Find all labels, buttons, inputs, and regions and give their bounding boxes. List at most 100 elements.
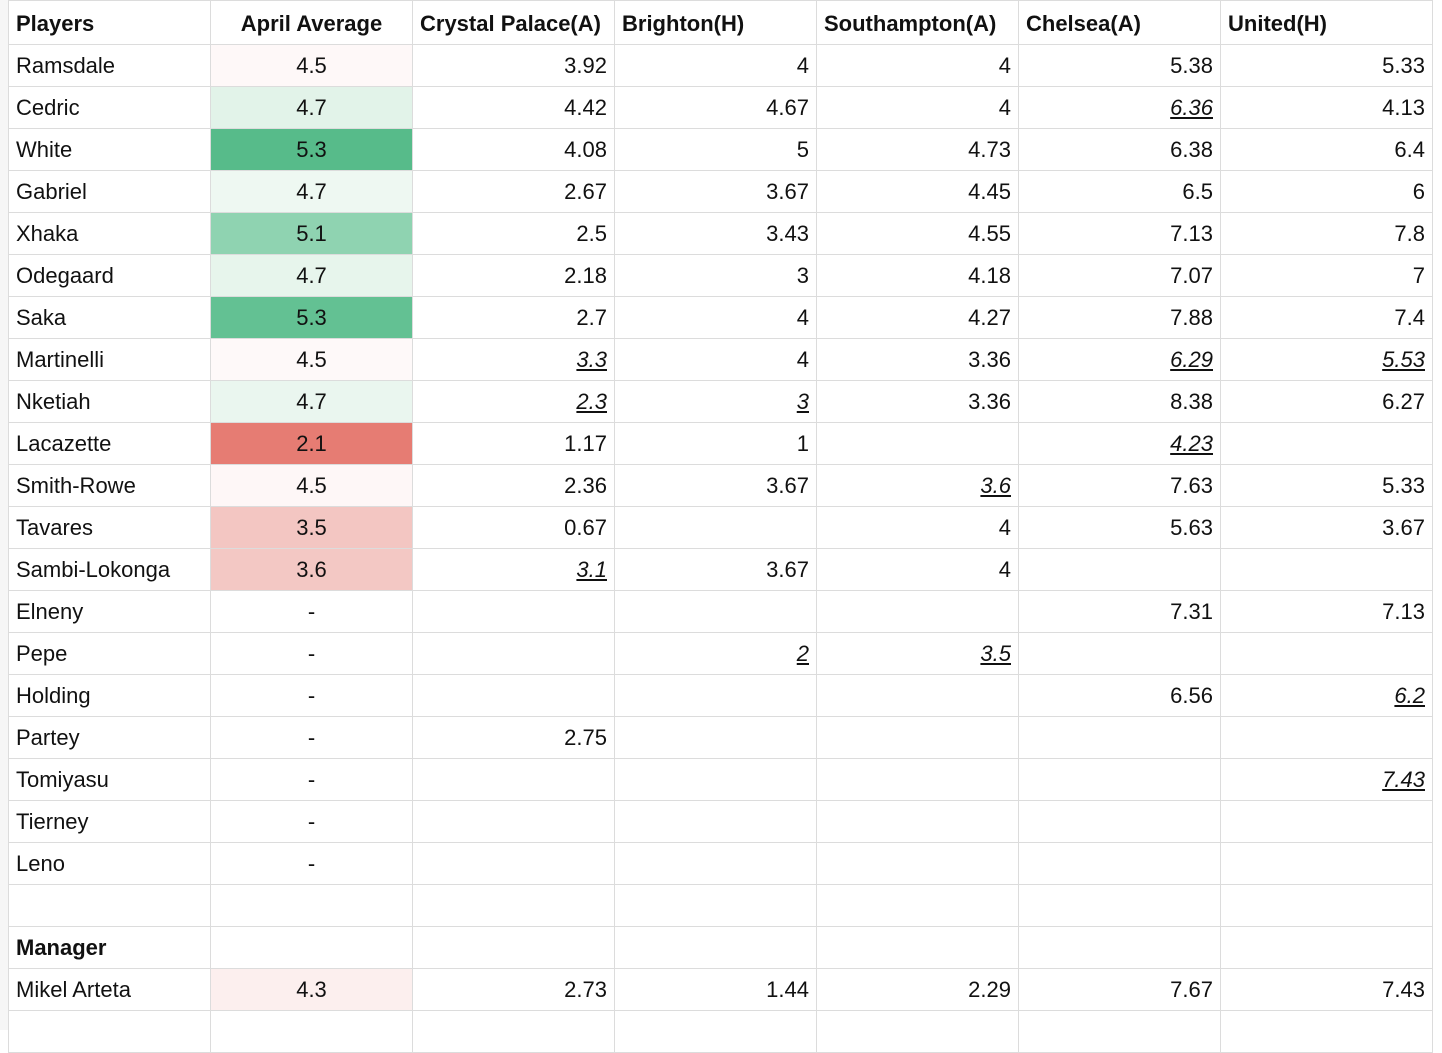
score-cell[interactable]: 4	[614, 296, 817, 339]
average-cell[interactable]: -	[210, 842, 413, 885]
empty-cell[interactable]	[8, 1010, 211, 1053]
score-cell[interactable]: 4.45	[816, 170, 1019, 213]
score-cell[interactable]: 2	[614, 632, 817, 675]
score-cell[interactable]: 7.67	[1018, 968, 1221, 1011]
empty-cell[interactable]	[412, 884, 615, 927]
empty-cell[interactable]	[412, 926, 615, 969]
score-cell[interactable]: 2.67	[412, 170, 615, 213]
header-crystal-palace[interactable]: Crystal Palace(A)	[412, 0, 615, 45]
player-name-cell[interactable]: Leno	[8, 842, 211, 885]
empty-cell[interactable]	[816, 1010, 1019, 1053]
header-april-average[interactable]: April Average	[210, 0, 413, 45]
empty-cell[interactable]	[1018, 1010, 1221, 1053]
score-cell[interactable]: 7.63	[1018, 464, 1221, 507]
score-cell[interactable]: 1.44	[614, 968, 817, 1011]
score-cell[interactable]	[1018, 632, 1221, 675]
score-cell[interactable]	[816, 716, 1019, 759]
score-cell[interactable]: 4	[816, 506, 1019, 549]
empty-cell[interactable]	[614, 884, 817, 927]
score-cell[interactable]: 6	[1220, 170, 1433, 213]
score-cell[interactable]	[816, 842, 1019, 885]
score-cell[interactable]: 3	[614, 380, 817, 423]
player-name-cell[interactable]: Tavares	[8, 506, 211, 549]
score-cell[interactable]: 6.29	[1018, 338, 1221, 381]
empty-cell[interactable]	[210, 926, 413, 969]
score-cell[interactable]: 2.73	[412, 968, 615, 1011]
header-players[interactable]: Players	[8, 0, 211, 45]
average-cell[interactable]: 5.1	[210, 212, 413, 255]
average-cell[interactable]: -	[210, 632, 413, 675]
score-cell[interactable]: 4.13	[1220, 86, 1433, 129]
score-cell[interactable]: 7.43	[1220, 758, 1433, 801]
player-name-cell[interactable]: Mikel Arteta	[8, 968, 211, 1011]
player-name-cell[interactable]: Smith-Rowe	[8, 464, 211, 507]
score-cell[interactable]	[1018, 716, 1221, 759]
score-cell[interactable]	[816, 674, 1019, 717]
average-cell[interactable]: 4.5	[210, 464, 413, 507]
player-name-cell[interactable]: Saka	[8, 296, 211, 339]
score-cell[interactable]: 4	[614, 338, 817, 381]
average-cell[interactable]: -	[210, 800, 413, 843]
score-cell[interactable]	[614, 674, 817, 717]
score-cell[interactable]: 1.17	[412, 422, 615, 465]
score-cell[interactable]: 4	[816, 44, 1019, 87]
empty-cell[interactable]	[614, 1010, 817, 1053]
player-name-cell[interactable]: Gabriel	[8, 170, 211, 213]
empty-cell[interactable]	[8, 884, 211, 927]
empty-cell[interactable]	[1018, 884, 1221, 927]
average-cell[interactable]: 5.3	[210, 296, 413, 339]
score-cell[interactable]	[412, 758, 615, 801]
score-cell[interactable]: 4.08	[412, 128, 615, 171]
score-cell[interactable]	[614, 800, 817, 843]
score-cell[interactable]	[614, 506, 817, 549]
empty-cell[interactable]	[412, 1010, 615, 1053]
score-cell[interactable]	[1018, 842, 1221, 885]
player-name-cell[interactable]: Partey	[8, 716, 211, 759]
score-cell[interactable]: 3	[614, 254, 817, 297]
score-cell[interactable]: 5	[614, 128, 817, 171]
empty-cell[interactable]	[1220, 1010, 1433, 1053]
score-cell[interactable]: 4.18	[816, 254, 1019, 297]
average-cell[interactable]: -	[210, 716, 413, 759]
average-cell[interactable]: 4.5	[210, 338, 413, 381]
player-name-cell[interactable]: Xhaka	[8, 212, 211, 255]
player-name-cell[interactable]: Sambi-Lokonga	[8, 548, 211, 591]
score-cell[interactable]: 2.29	[816, 968, 1019, 1011]
score-cell[interactable]: 4	[816, 86, 1019, 129]
score-cell[interactable]: 0.67	[412, 506, 615, 549]
score-cell[interactable]	[816, 422, 1019, 465]
score-cell[interactable]	[412, 632, 615, 675]
score-cell[interactable]	[614, 590, 817, 633]
player-name-cell[interactable]: Cedric	[8, 86, 211, 129]
average-cell[interactable]: 4.7	[210, 170, 413, 213]
player-name-cell[interactable]: Elneny	[8, 590, 211, 633]
score-cell[interactable]: 5.33	[1220, 464, 1433, 507]
empty-cell[interactable]	[816, 884, 1019, 927]
score-cell[interactable]: 2.5	[412, 212, 615, 255]
score-cell[interactable]: 6.2	[1220, 674, 1433, 717]
empty-cell[interactable]	[816, 926, 1019, 969]
average-cell[interactable]: -	[210, 674, 413, 717]
empty-cell[interactable]	[210, 884, 413, 927]
average-cell[interactable]: 4.7	[210, 380, 413, 423]
player-name-cell[interactable]: Nketiah	[8, 380, 211, 423]
score-cell[interactable]	[1220, 842, 1433, 885]
score-cell[interactable]: 2.7	[412, 296, 615, 339]
header-united[interactable]: United(H)	[1220, 0, 1433, 45]
score-cell[interactable]	[816, 590, 1019, 633]
score-cell[interactable]	[412, 842, 615, 885]
score-cell[interactable]	[412, 590, 615, 633]
player-name-cell[interactable]: Pepe	[8, 632, 211, 675]
score-cell[interactable]: 4.73	[816, 128, 1019, 171]
score-cell[interactable]: 5.63	[1018, 506, 1221, 549]
player-name-cell[interactable]: Odegaard	[8, 254, 211, 297]
score-cell[interactable]: 6.56	[1018, 674, 1221, 717]
average-cell[interactable]: 4.3	[210, 968, 413, 1011]
score-cell[interactable]	[816, 758, 1019, 801]
score-cell[interactable]	[1220, 422, 1433, 465]
score-cell[interactable]: 4.67	[614, 86, 817, 129]
score-cell[interactable]: 6.38	[1018, 128, 1221, 171]
score-cell[interactable]: 4.42	[412, 86, 615, 129]
score-cell[interactable]	[1220, 632, 1433, 675]
average-cell[interactable]: 5.3	[210, 128, 413, 171]
